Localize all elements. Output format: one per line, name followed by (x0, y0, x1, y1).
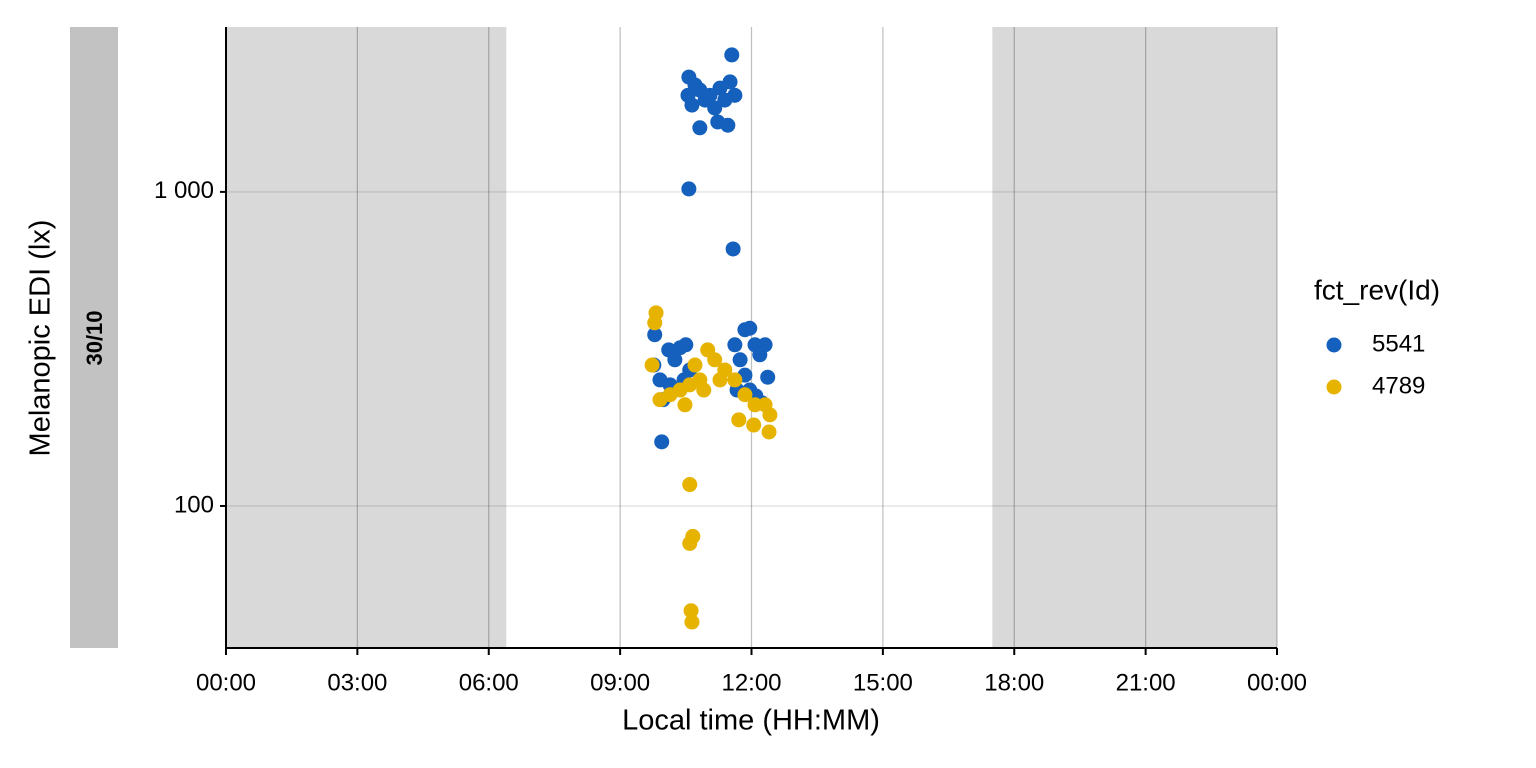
x-tick-label: 12:00 (721, 669, 781, 696)
legend-marker (1326, 337, 1342, 353)
night-shade (992, 27, 1277, 648)
x-tick-label: 09:00 (590, 669, 650, 696)
point (682, 535, 698, 551)
point (731, 412, 747, 428)
point (717, 92, 733, 108)
x-tick-label: 18:00 (984, 669, 1044, 696)
point (667, 352, 683, 368)
point (720, 117, 736, 133)
point (707, 100, 723, 116)
point (682, 477, 698, 493)
point (760, 369, 776, 385)
y-axis-title: Melanopic EDI (lx) (25, 220, 57, 457)
point (712, 372, 728, 388)
point (681, 181, 697, 197)
point (761, 424, 777, 440)
point (644, 357, 660, 373)
point (724, 47, 740, 63)
point (680, 87, 696, 103)
point (696, 382, 712, 398)
legend-marker (1326, 379, 1342, 395)
x-tick-label: 00:00 (1247, 669, 1307, 696)
point (762, 407, 778, 423)
x-tick-label: 06:00 (459, 669, 519, 696)
point (707, 352, 723, 368)
facet-label: 30/10 (82, 310, 107, 365)
point (746, 417, 762, 433)
legend-label: 5541 (1372, 330, 1425, 357)
point (722, 74, 738, 90)
point (727, 337, 743, 353)
x-tick-label: 00:00 (196, 669, 256, 696)
x-tick-label: 03:00 (327, 669, 387, 696)
point (725, 241, 741, 257)
point (647, 315, 663, 331)
point (742, 320, 758, 336)
y-tick-label: 1 000 (154, 177, 214, 204)
point (677, 397, 693, 413)
night-shade (226, 27, 507, 648)
point (727, 372, 743, 388)
point (732, 352, 748, 368)
point (684, 614, 700, 630)
point (654, 434, 670, 450)
point (647, 327, 663, 343)
x-axis-title: Local time (HH:MM) (622, 705, 880, 737)
point (678, 337, 694, 353)
point (737, 387, 753, 403)
point (757, 337, 773, 353)
point (692, 120, 708, 136)
point (687, 357, 703, 373)
facet-strip (70, 27, 118, 648)
x-tick-label: 15:00 (853, 669, 913, 696)
legend-title: fct_rev(Id) (1314, 274, 1440, 305)
y-tick-label: 100 (174, 491, 214, 518)
x-tick-label: 21:00 (1116, 669, 1176, 696)
point (683, 603, 699, 619)
legend-label: 4789 (1372, 372, 1425, 399)
